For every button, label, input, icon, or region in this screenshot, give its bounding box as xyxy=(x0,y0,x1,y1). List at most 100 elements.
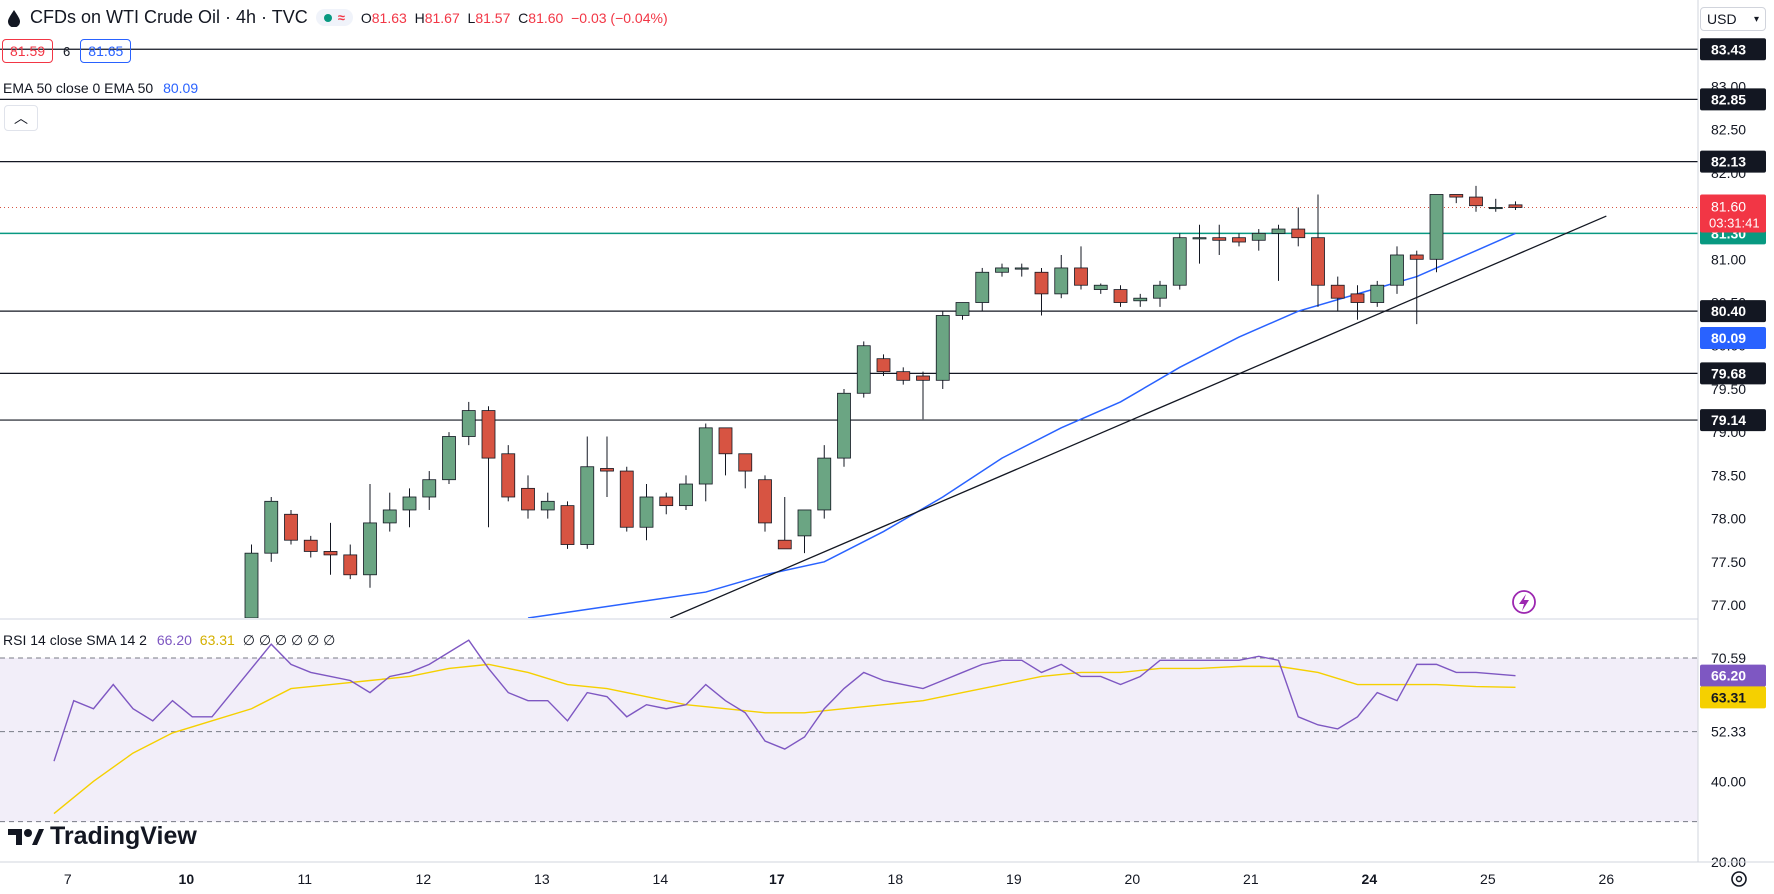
sell-price-button[interactable]: 81.59 xyxy=(2,39,54,63)
candle xyxy=(323,522,338,575)
gear-icon[interactable] xyxy=(1731,871,1747,887)
rsi-line xyxy=(53,639,1516,762)
candle-body xyxy=(955,302,970,316)
time-axis[interactable]: 7 10 11 12 13 14 17 18 19 20 21 24 25 26 xyxy=(64,871,1747,887)
candle xyxy=(639,484,654,541)
candle xyxy=(1251,229,1266,251)
candle-body xyxy=(600,468,614,472)
time-tick-label: 18 xyxy=(888,871,904,887)
candle-body xyxy=(382,509,397,524)
candle xyxy=(481,406,496,528)
candle-body xyxy=(995,267,1009,273)
candle-body xyxy=(1508,204,1523,208)
candle xyxy=(244,544,259,618)
candle xyxy=(1508,201,1523,211)
level-tag-80.40: 80.40 xyxy=(1700,300,1766,323)
candle-body xyxy=(264,500,279,554)
candle xyxy=(1271,224,1286,281)
rsi-legend[interactable]: RSI 14 close SMA 14 2 66.20 63.31 ∅ ∅ ∅ … xyxy=(3,632,336,648)
price-axis[interactable]: 77.0077.5078.0078.5079.0079.5080.0080.50… xyxy=(1700,35,1766,870)
candle xyxy=(1133,293,1148,307)
symbol-title[interactable]: CFDs on WTI Crude Oil · 4h · TVC xyxy=(30,7,308,27)
candle xyxy=(501,445,516,502)
candle-body xyxy=(1133,297,1148,302)
candle xyxy=(1488,198,1503,212)
time-tick-label: 20 xyxy=(1125,871,1141,887)
time-tick-label: 11 xyxy=(298,871,313,887)
svg-text:79.14: 79.14 xyxy=(1711,412,1746,428)
candle xyxy=(619,466,634,532)
ohlc-readout: O81.63 H81.67 L81.57 C81.60 −0.03 (−0.04… xyxy=(360,9,668,26)
candle-body xyxy=(896,371,911,381)
candle xyxy=(1429,194,1444,273)
candle xyxy=(264,496,279,562)
candle-body xyxy=(659,496,674,507)
svg-text:63.31: 63.31 xyxy=(1711,689,1746,705)
candle xyxy=(1192,224,1207,264)
candle-body xyxy=(1488,207,1503,210)
level-tag-82.13: 82.13 xyxy=(1700,150,1766,173)
candle xyxy=(1034,267,1049,316)
candle-body xyxy=(1429,194,1444,260)
rsi-tick-label: 70.59 xyxy=(1711,650,1746,666)
level-tag-83.43: 83.43 xyxy=(1700,38,1766,61)
rsi-pane[interactable] xyxy=(0,639,1698,823)
svg-text:83.43: 83.43 xyxy=(1711,41,1746,57)
price-tick-label: 81.00 xyxy=(1711,251,1746,267)
candle-body xyxy=(619,470,634,528)
level-tag-79.14: 79.14 xyxy=(1700,409,1766,432)
collapse-legend-button[interactable]: ︿ xyxy=(4,105,38,131)
candle xyxy=(738,453,753,489)
candle xyxy=(856,341,871,398)
time-tick-label: 7 xyxy=(64,871,72,887)
candle-body xyxy=(560,505,575,545)
candle xyxy=(343,544,358,580)
spread-value: 6 xyxy=(63,43,71,59)
candle xyxy=(1449,194,1464,204)
candle-body xyxy=(1271,228,1286,234)
chevron-up-icon: ︿ xyxy=(14,110,28,126)
candle-body xyxy=(718,427,733,455)
candle xyxy=(817,445,832,519)
candle xyxy=(1291,207,1306,247)
candle-body xyxy=(679,483,693,507)
candle xyxy=(442,432,456,485)
candle-body xyxy=(501,453,516,498)
candle xyxy=(1350,285,1365,320)
candle xyxy=(560,501,575,549)
currency-select[interactable]: USD ▾ xyxy=(1700,7,1766,31)
candle-body xyxy=(797,509,812,537)
candle xyxy=(382,492,397,532)
time-tick-label: 14 xyxy=(653,871,669,887)
buy-price-button[interactable]: 81.65 xyxy=(80,39,132,63)
candle xyxy=(1093,283,1108,294)
candle-body xyxy=(856,345,871,394)
bid-ask-row: 81.59 6 81.65 xyxy=(2,39,132,63)
market-status-pill[interactable]: ≈ xyxy=(315,9,353,26)
time-tick-label: 19 xyxy=(1006,871,1022,887)
countdown-label: 03:31:41 xyxy=(1709,215,1760,230)
oil-drop-icon xyxy=(8,9,20,27)
tv-logo-icon xyxy=(8,828,44,845)
candle-body xyxy=(323,551,338,556)
candle-body xyxy=(521,487,535,511)
price-tick-label: 82.50 xyxy=(1711,122,1746,138)
candle xyxy=(777,496,792,550)
candle xyxy=(1014,263,1029,277)
level-tag-82.85: 82.85 xyxy=(1700,88,1766,111)
price-tick-label: 77.00 xyxy=(1711,597,1746,613)
candle-body xyxy=(777,539,792,550)
candle-body xyxy=(1034,271,1049,295)
candle-body xyxy=(1074,267,1088,286)
candle-body xyxy=(1014,267,1029,270)
ema-legend[interactable]: EMA 50 close 0 EMA 50 80.09 xyxy=(3,80,199,96)
rsi-value-tag: 66.20 xyxy=(1700,664,1766,687)
time-tick-label: 21 xyxy=(1243,871,1259,887)
candle xyxy=(461,401,476,446)
candle-body xyxy=(1291,228,1306,239)
price-pane[interactable] xyxy=(0,48,1698,622)
candle xyxy=(1409,250,1424,325)
candle-body xyxy=(442,436,456,481)
